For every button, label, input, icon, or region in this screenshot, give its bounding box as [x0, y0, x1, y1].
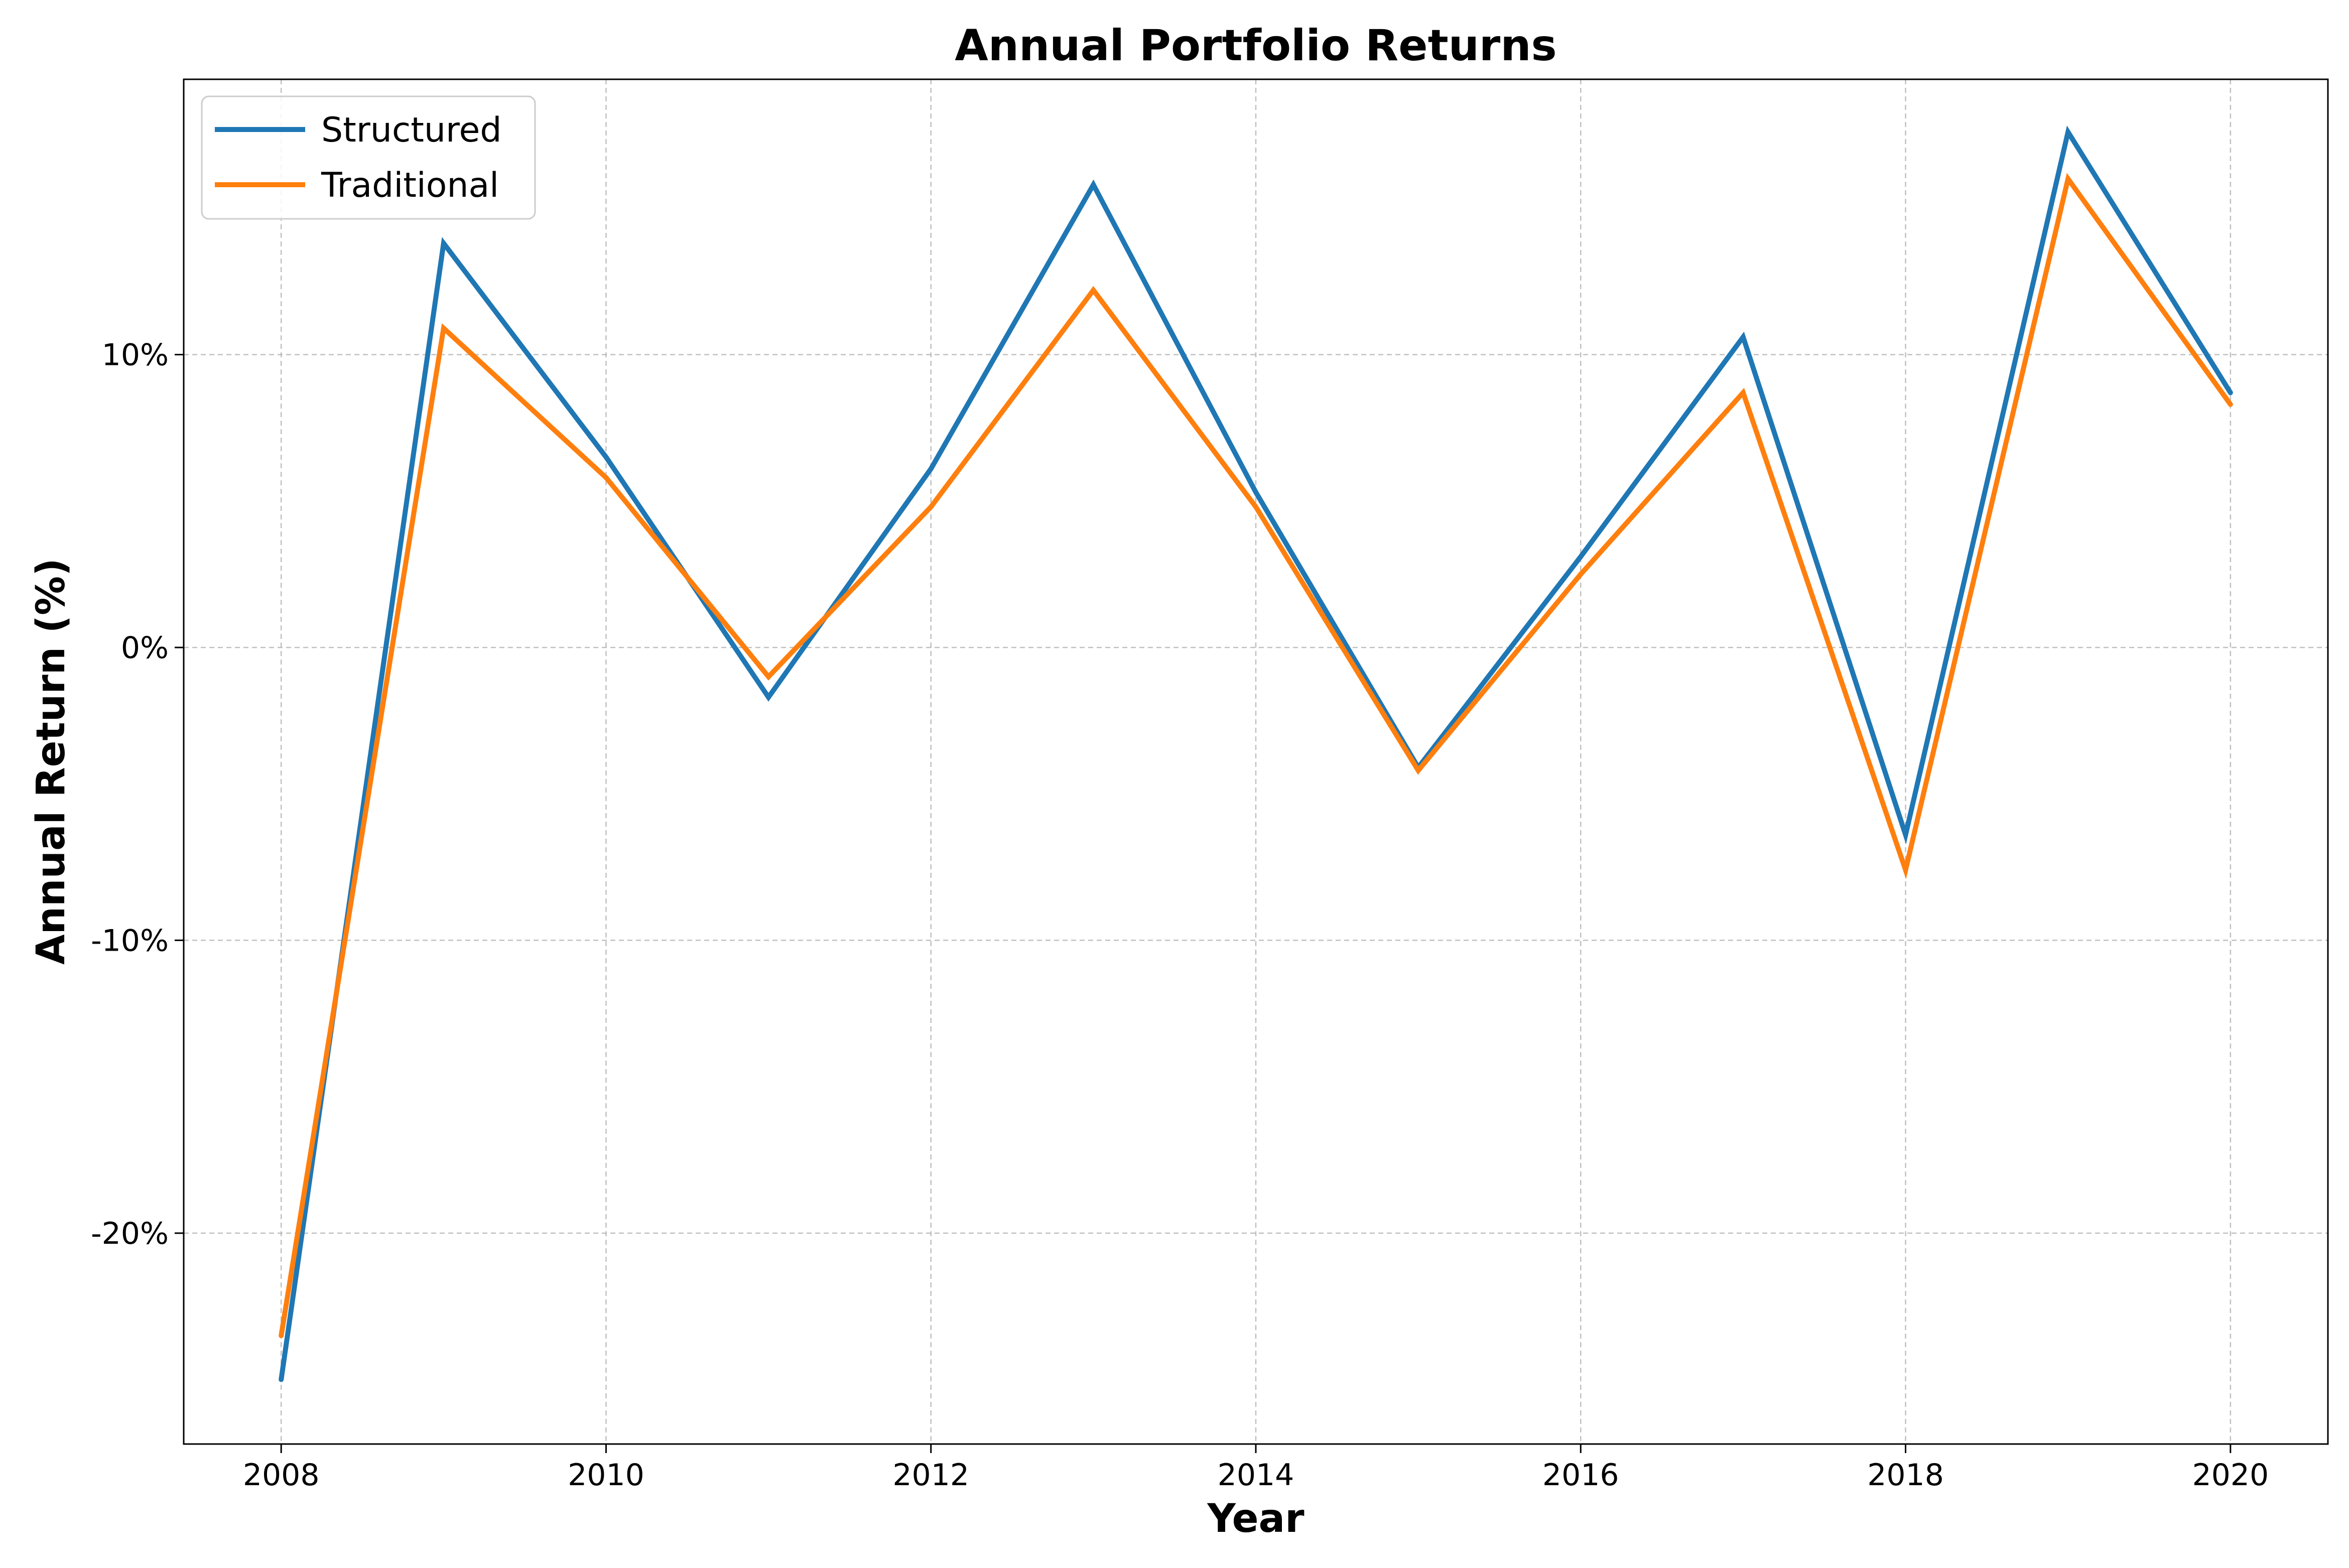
y-tick-label: 10% [102, 337, 169, 372]
data-point-traditional [1253, 504, 1258, 509]
data-point-structured [1091, 182, 1096, 188]
x-tick-label: 2008 [243, 1458, 320, 1493]
data-point-traditional [2065, 176, 2071, 182]
data-point-traditional [928, 504, 934, 509]
x-tick-label: 2010 [568, 1458, 644, 1493]
data-point-traditional [766, 674, 771, 680]
data-point-structured [2065, 129, 2071, 135]
y-tick-label: -20% [91, 1216, 169, 1251]
data-point-structured [2228, 390, 2233, 396]
ticks: 2008 2010 2012 2014 2016 2018 2020 -20% -10% 0% 10… [91, 337, 2269, 1493]
legend-label-traditional: Traditional [321, 166, 499, 205]
x-tick-label: 2020 [2192, 1458, 2269, 1493]
data-point-traditional [1578, 572, 1584, 577]
data-point-structured [603, 454, 609, 460]
legend: Structured Traditional [201, 95, 536, 220]
data-point-traditional [441, 325, 446, 331]
grid [184, 79, 2328, 1444]
data-point-traditional [603, 475, 609, 480]
data-point-structured [1253, 489, 1258, 495]
x-axis-label: Year [1207, 1496, 1304, 1541]
x-tick-label: 2012 [892, 1458, 969, 1493]
data-point-structured [766, 695, 771, 700]
plot-area [184, 79, 2328, 1444]
data-point-traditional [2228, 402, 2233, 407]
data-point-structured [279, 1377, 284, 1382]
y-tick-label: -10% [91, 923, 169, 958]
data-point-traditional [1091, 288, 1096, 293]
series-layer [279, 125, 2233, 1382]
y-axis-label: Annual Return (%) [29, 558, 74, 965]
data-point-traditional [1740, 390, 1746, 396]
data-point-structured [1740, 334, 1746, 340]
data-point-structured [1903, 832, 1908, 838]
x-tick-label: 2016 [1542, 1458, 1619, 1493]
data-point-traditional [1903, 867, 1908, 873]
x-tick-label: 2014 [1218, 1458, 1294, 1493]
data-point-traditional [1415, 768, 1421, 773]
data-point-traditional [279, 1333, 284, 1339]
data-point-structured [1578, 554, 1584, 560]
data-point-structured [441, 240, 446, 246]
chart-title: Annual Portfolio Returns [955, 21, 1557, 71]
legend-label-structured: Structured [321, 110, 502, 150]
x-tick-label: 2018 [1867, 1458, 1944, 1493]
data-point-structured [928, 466, 934, 472]
y-tick-label: 0% [121, 630, 169, 666]
